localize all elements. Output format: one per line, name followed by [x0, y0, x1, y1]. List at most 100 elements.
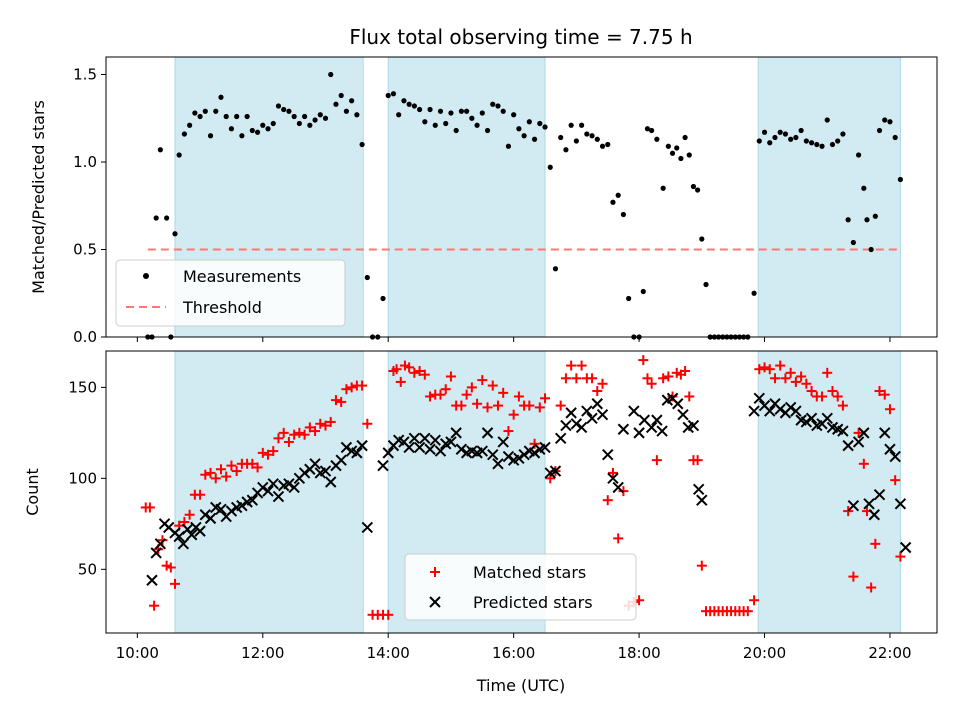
- measurement-point: [526, 119, 532, 125]
- matched-star-point: [566, 360, 577, 371]
- measurement-point: [380, 295, 386, 302]
- predicted-star-point: [481, 427, 494, 439]
- matched-star-point: [796, 371, 807, 382]
- measurement-point: [390, 91, 397, 97]
- legend-label-predicted: Predicted stars: [473, 593, 593, 612]
- matched-star-point: [346, 382, 357, 393]
- predicted-star-point: [356, 439, 368, 452]
- matched-star-point: [391, 364, 402, 375]
- matched-star-point: [843, 506, 854, 517]
- predicted-star-point: [645, 421, 658, 434]
- predicted-star-point: [884, 443, 896, 455]
- measurement-point: [814, 141, 820, 148]
- legend-marker-measurements: [143, 273, 149, 279]
- predicted-star-point: [672, 398, 684, 410]
- measurement-point: [505, 143, 512, 149]
- measurement-point: [803, 138, 809, 144]
- measurement-point: [168, 334, 174, 340]
- matched-star-point: [646, 378, 657, 389]
- measurement-point: [164, 215, 170, 221]
- measurement-point: [678, 155, 684, 162]
- measurement-point: [254, 129, 261, 135]
- y-tick-label: 1.0: [73, 153, 97, 171]
- measurement-point: [448, 110, 454, 116]
- matched-star-point: [247, 458, 258, 469]
- measurement-point: [767, 140, 773, 146]
- matched-star-point: [513, 391, 524, 402]
- measurement-point: [631, 334, 637, 340]
- predicted-star-point: [570, 418, 583, 430]
- measurement-point: [751, 290, 757, 296]
- predicted-star-point: [628, 405, 640, 417]
- matched-star-point: [362, 418, 373, 429]
- measurement-point: [484, 127, 491, 134]
- top-legend: Measurements Threshold: [115, 259, 346, 327]
- matched-star-point: [304, 422, 315, 433]
- measurement-point: [686, 152, 692, 158]
- predicted-star-point: [177, 538, 190, 550]
- matched-star-point: [806, 386, 817, 397]
- predicted-star-point: [492, 458, 504, 470]
- measurement-point: [490, 101, 496, 107]
- measurement-point: [207, 133, 214, 139]
- y-tick-label: 50: [78, 560, 97, 578]
- measurement-point: [887, 119, 893, 125]
- measurement-point: [640, 288, 646, 295]
- predicted-star-point: [186, 529, 198, 541]
- matched-star-point: [555, 400, 566, 411]
- predicted-star-point: [382, 447, 394, 459]
- measurement-point: [516, 126, 522, 132]
- matched-star-point: [576, 360, 587, 371]
- measurement-point: [213, 108, 219, 114]
- predicted-star-point: [879, 427, 891, 439]
- measurement-point: [181, 131, 187, 137]
- matched-star-point: [618, 486, 629, 497]
- predicted-star-point: [325, 476, 337, 488]
- bottom-legend: Matched stars Predicted stars: [404, 553, 637, 621]
- measurement-point: [291, 113, 297, 120]
- top-y-axis-label: Matched/Predicted stars: [29, 100, 48, 294]
- matched-star-point: [817, 391, 828, 402]
- measurement-point: [845, 217, 851, 223]
- predicted-star-point: [351, 447, 363, 459]
- measurement-point: [699, 236, 705, 242]
- y-tick-label: 0.5: [73, 241, 97, 259]
- measurement-point: [835, 138, 841, 144]
- matched-star-point: [278, 427, 289, 438]
- legend-marker-matched: [430, 567, 440, 577]
- predicted-star-point: [476, 445, 489, 457]
- measurement-point: [202, 108, 208, 114]
- measurement-point: [312, 117, 318, 123]
- measurement-point: [396, 112, 402, 118]
- matched-star-point: [492, 400, 503, 411]
- predicted-star-point: [633, 427, 645, 439]
- matched-star-point: [780, 373, 791, 384]
- measurement-point: [777, 129, 783, 135]
- predicted-star-point: [800, 416, 813, 428]
- matched-star-point: [482, 402, 493, 413]
- x-tick-label: 18:00: [617, 644, 660, 662]
- matched-star-point: [890, 475, 901, 486]
- matched-star-point: [283, 436, 294, 447]
- matched-star-point: [524, 400, 535, 411]
- legend-marker-predicted: [429, 596, 441, 608]
- predicted-star-point: [288, 481, 300, 494]
- matched-star-point: [461, 389, 472, 400]
- matched-star-point: [498, 387, 509, 398]
- x-tick-label: 14:00: [367, 644, 410, 662]
- measurement-point: [443, 120, 449, 127]
- matched-star-point: [858, 458, 869, 469]
- matched-star-point: [879, 389, 890, 400]
- matched-star-point: [680, 366, 691, 377]
- predicted-star-point: [513, 452, 525, 465]
- legend-box: [404, 553, 637, 621]
- matched-star-point: [205, 467, 216, 478]
- measurement-point: [422, 119, 428, 125]
- measurement-point: [302, 113, 308, 120]
- measurement-point: [861, 185, 867, 191]
- observing-band: [757, 56, 901, 338]
- measurement-point: [153, 215, 159, 221]
- predicted-star-point: [154, 538, 167, 550]
- matched-star-point: [435, 389, 446, 400]
- measurement-point: [615, 192, 621, 198]
